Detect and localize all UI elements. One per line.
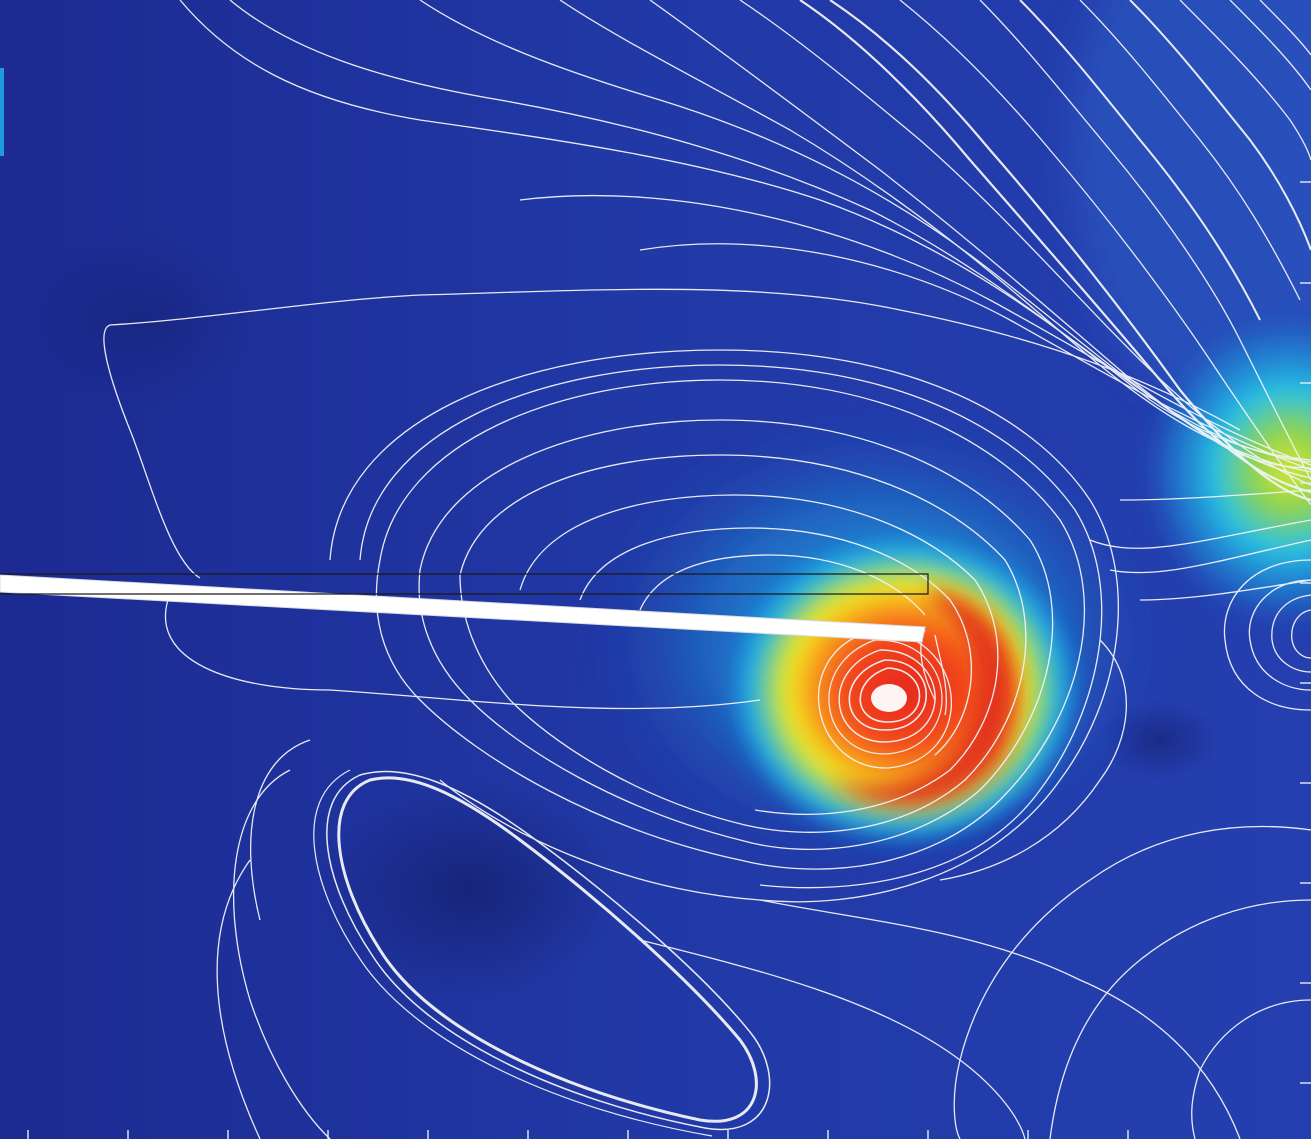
plate <box>0 573 929 643</box>
streamlines <box>103 0 1311 1140</box>
tick-marks <box>27 181 1311 1139</box>
left-accent-bar <box>0 68 4 156</box>
